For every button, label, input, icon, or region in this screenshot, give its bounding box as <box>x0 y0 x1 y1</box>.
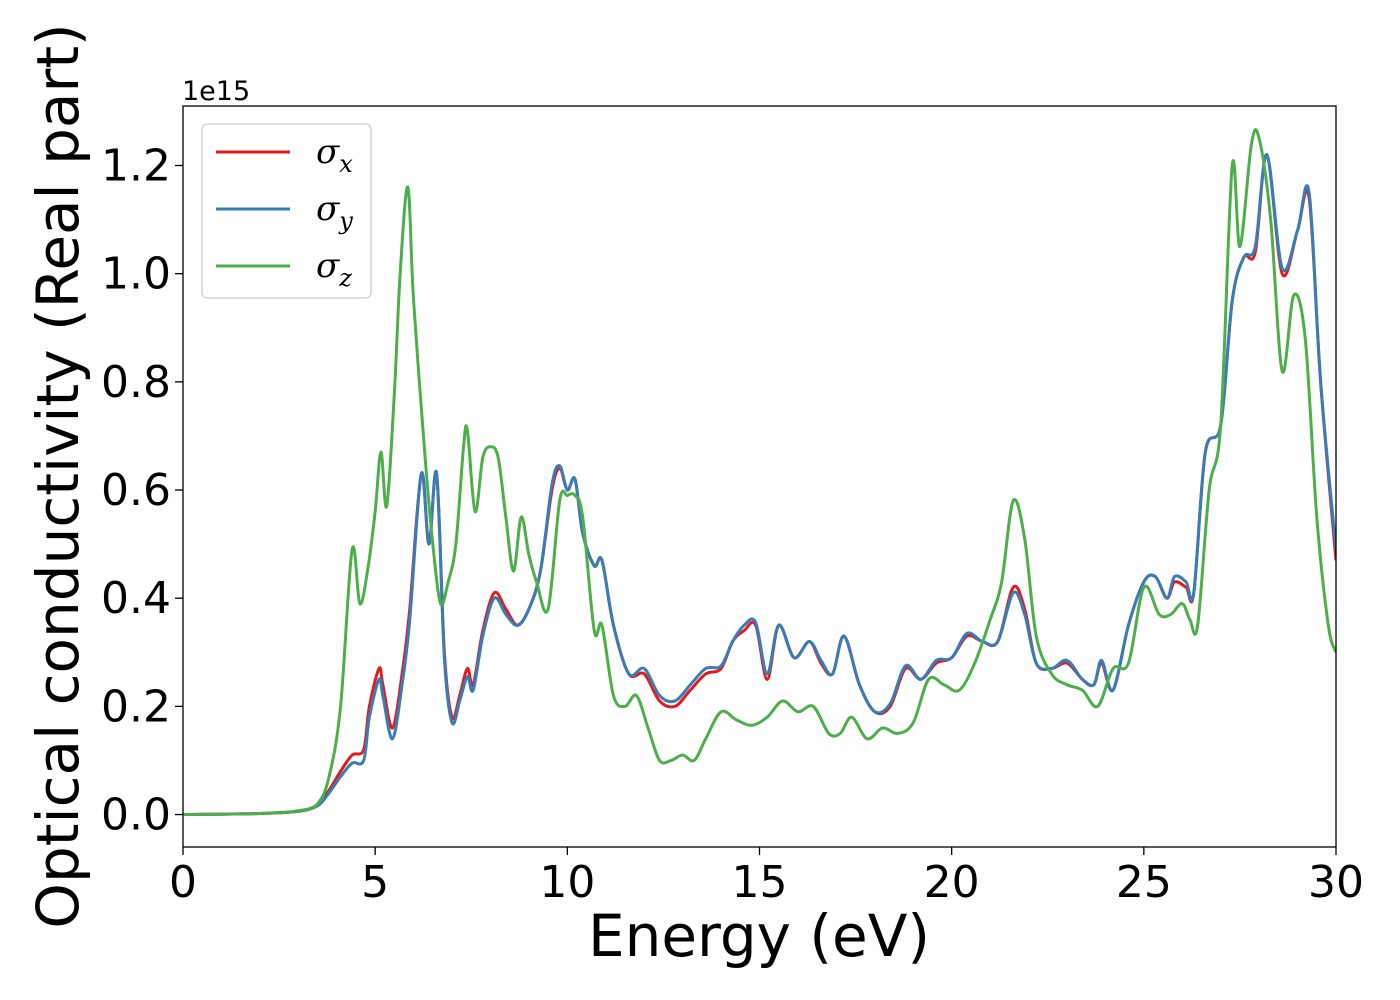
x-axis-title: Energy (eV) <box>588 902 930 970</box>
x-tick-label: 10 <box>539 857 595 908</box>
y-tick-label: 0.6 <box>101 465 171 516</box>
y-axis-offset-label: 1e15 <box>182 76 250 107</box>
x-tick-label: 30 <box>1308 857 1364 908</box>
legend-label-y: σy <box>316 189 353 235</box>
series-line-y <box>183 153 1336 817</box>
series-layer <box>183 128 1336 817</box>
x-axis: 0 5 10 15 20 25 30 <box>169 847 1364 908</box>
legend-box <box>201 123 372 299</box>
y-tick-label: 0.0 <box>101 790 171 841</box>
legend: σx σy σz <box>201 123 372 299</box>
y-tick-label: 0.2 <box>101 681 171 732</box>
y-tick-label: 0.8 <box>101 357 171 408</box>
y-tick-label: 1.0 <box>101 249 171 300</box>
x-tick-label: 15 <box>732 857 788 908</box>
legend-label-x: σx <box>316 132 353 178</box>
x-tick-label: 25 <box>1116 857 1172 908</box>
x-tick-label: 5 <box>361 857 389 908</box>
y-axis: 0.0 0.2 0.4 0.6 0.8 1.0 1.2 <box>101 140 183 841</box>
x-tick-label: 0 <box>169 857 197 908</box>
y-axis-title: Optical conductivity (Real part) <box>24 23 92 928</box>
series-line-z <box>183 128 1336 817</box>
y-tick-label: 0.4 <box>101 573 171 624</box>
x-tick-label: 20 <box>924 857 980 908</box>
y-tick-label: 1.2 <box>101 140 171 191</box>
legend-label-z: σz <box>316 246 352 292</box>
